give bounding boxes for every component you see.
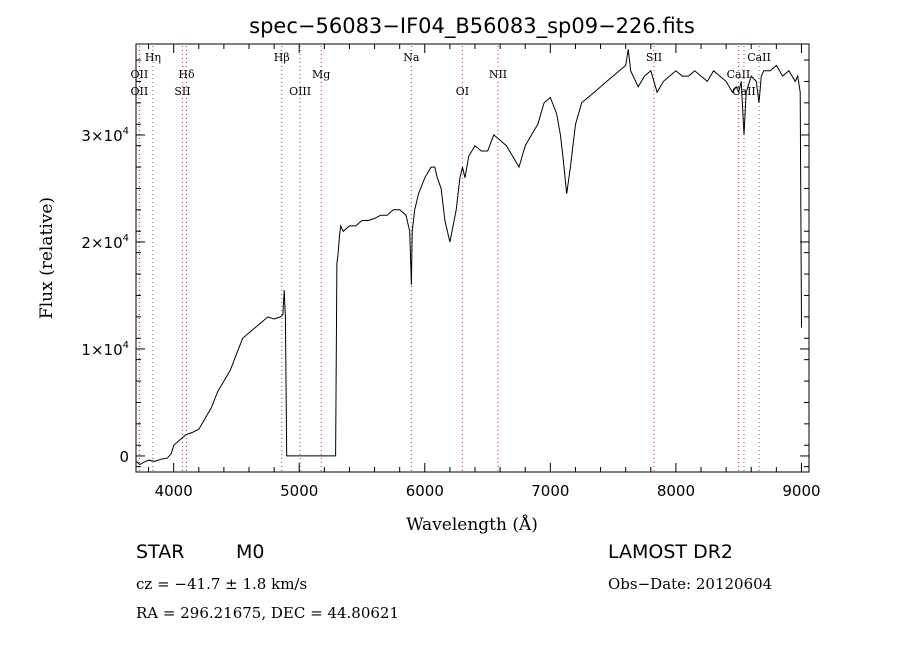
axis-ticks: 4000 5000 6000 7000 8000 9000 0 1×104 2×104 3×104 xyxy=(81,44,821,500)
spectrum-line xyxy=(135,49,802,466)
object-subclass: M0 xyxy=(236,541,265,563)
spectral-line-label: CaII xyxy=(747,51,771,64)
plot-frame xyxy=(135,43,810,473)
object-class: STAR xyxy=(136,541,185,563)
y-tick-label: 3×104 xyxy=(81,126,129,145)
spectrum-series xyxy=(135,49,802,466)
redshift-velocity: cz = −41.7 ± 1.8 km/s xyxy=(136,575,308,593)
spectral-line-label: OI xyxy=(456,85,469,98)
x-tick-label: 7000 xyxy=(531,482,569,500)
spectral-line-label: SII xyxy=(174,85,190,98)
chart-title: spec−56083−IF04_B56083_sp09−226.fits xyxy=(249,14,695,39)
x-tick-label: 8000 xyxy=(657,482,695,500)
spectral-line-label: CaII xyxy=(727,68,751,81)
spectral-line-markers: HηOIIOIIHδSIIHβOIIIMgNaOINIISIICaIICaIIC… xyxy=(131,46,771,472)
spectral-line-label: Hη xyxy=(145,51,161,64)
spectral-line-label: Mg xyxy=(312,68,330,81)
y-tick-label: 0 xyxy=(119,448,129,466)
ra-dec-coordinates: RA = 296.21675, DEC = 44.80621 xyxy=(136,604,400,622)
spectral-line-label: SII xyxy=(646,51,662,64)
spectral-line-label: NII xyxy=(489,68,507,81)
spectral-line-label: CaII xyxy=(732,85,756,98)
y-tick-label: 2×104 xyxy=(81,233,129,252)
spectral-line-label: OII xyxy=(131,85,149,98)
spectral-line-label: Hδ xyxy=(178,68,195,81)
x-tick-label: 9000 xyxy=(782,482,820,500)
spectral-line-label: OIII xyxy=(289,85,311,98)
survey-name: LAMOST DR2 xyxy=(608,541,733,563)
x-tick-label: 6000 xyxy=(406,482,444,500)
y-axis-label: Flux (relative) xyxy=(37,197,57,319)
spectral-line-label: Hβ xyxy=(274,51,290,64)
x-axis-label: Wavelength (Å) xyxy=(406,514,538,535)
observation-date: Obs−Date: 20120604 xyxy=(608,575,773,593)
x-tick-label: 4000 xyxy=(155,482,193,500)
y-tick-label: 1×104 xyxy=(81,340,129,359)
spectral-line-label: Na xyxy=(403,51,420,64)
x-tick-label: 5000 xyxy=(280,482,318,500)
